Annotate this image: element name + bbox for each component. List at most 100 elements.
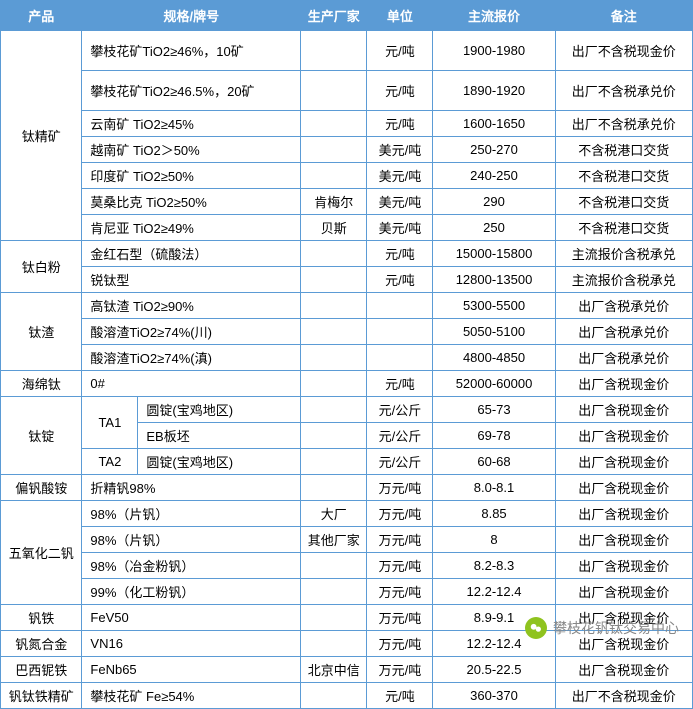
spec-cell: 99%（化工粉钒） [82,579,301,605]
table-row: 98%（片钒）其他厂家万元/吨8出厂含税现金价 [1,527,693,553]
product-cell: 巴西铌铁 [1,657,82,683]
price-cell: 20.5-22.5 [433,657,555,683]
table-row: 海绵钛0#元/吨52000-60000出厂含税现金价 [1,371,693,397]
price-cell: 15000-15800 [433,241,555,267]
spec-cell: 肯尼亚 TiO2≥49% [82,215,301,241]
table-row: 酸溶渣TiO2≥74%(滇)4800-4850出厂含税承兑价 [1,345,693,371]
price-cell: 8.85 [433,501,555,527]
spec-cell: 98%（冶金粉钒） [82,553,301,579]
price-cell: 69-78 [433,423,555,449]
mfr-cell [301,371,367,397]
spec-cell: 98%（片钒） [82,527,301,553]
table-row: 钒钛铁精矿攀枝花矿 Fe≥54%元/吨360-370出厂不含税现金价 [1,683,693,709]
product-cell: 偏钒酸铵 [1,475,82,501]
mfr-cell [301,293,367,319]
product-cell: 钒钛铁精矿 [1,683,82,709]
col-header: 产品 [1,1,82,31]
unit-cell: 万元/吨 [367,657,433,683]
note-cell: 出厂含税现金价 [555,371,692,397]
price-table: 产品规格/牌号生产厂家单位主流报价备注 钛精矿攀枝花矿TiO2≥46%，10矿元… [0,0,693,709]
col-header: 备注 [555,1,692,31]
table-row: 五氧化二钒98%（片钒）大厂万元/吨8.85出厂含税现金价 [1,501,693,527]
unit-cell [367,293,433,319]
spec-cell: 攀枝花矿TiO2≥46.5%，20矿 [82,71,301,111]
note-cell: 出厂含税现金价 [555,579,692,605]
mfr-cell [301,137,367,163]
mfr-cell: 肯梅尔 [301,189,367,215]
mfr-cell: 贝斯 [301,215,367,241]
note-cell: 出厂不含税现金价 [555,683,692,709]
product-cell: 五氧化二钒 [1,501,82,605]
note-cell: 出厂含税现金价 [555,423,692,449]
table-row: 巴西铌铁FeNb65北京中信万元/吨20.5-22.5出厂含税现金价 [1,657,693,683]
table-row: 肯尼亚 TiO2≥49%贝斯美元/吨250不含税港口交货 [1,215,693,241]
unit-cell: 万元/吨 [367,579,433,605]
price-cell: 65-73 [433,397,555,423]
unit-cell: 元/公斤 [367,397,433,423]
note-cell: 出厂含税现金价 [555,553,692,579]
mfr-cell: 大厂 [301,501,367,527]
product-cell: 海绵钛 [1,371,82,397]
unit-cell: 美元/吨 [367,163,433,189]
mfr-cell: 北京中信 [301,657,367,683]
note-cell: 出厂含税现金价 [555,449,692,475]
table-row: TA2圆锭(宝鸡地区)元/公斤60-68出厂含税现金价 [1,449,693,475]
price-cell: 1600-1650 [433,111,555,137]
unit-cell: 美元/吨 [367,215,433,241]
unit-cell [367,345,433,371]
spec-sub-b: 圆锭(宝鸡地区) [138,397,301,423]
mfr-cell [301,111,367,137]
unit-cell: 元/吨 [367,241,433,267]
note-cell: 出厂不含税现金价 [555,31,692,71]
product-cell: 钛精矿 [1,31,82,241]
unit-cell: 元/吨 [367,71,433,111]
price-cell: 290 [433,189,555,215]
table-row: 钛白粉金红石型（硫酸法）元/吨15000-15800主流报价含税承兑 [1,241,693,267]
spec-cell: VN16 [82,631,301,657]
spec-sub-a: TA2 [82,449,138,475]
price-cell: 12800-13500 [433,267,555,293]
spec-cell: 折精钒98% [82,475,301,501]
mfr-cell: 其他厂家 [301,527,367,553]
spec-cell: 金红石型（硫酸法） [82,241,301,267]
note-cell: 不含税港口交货 [555,189,692,215]
spec-cell: FeNb65 [82,657,301,683]
spec-cell: 攀枝花矿 Fe≥54% [82,683,301,709]
unit-cell: 元/公斤 [367,423,433,449]
price-cell: 250 [433,215,555,241]
mfr-cell [301,397,367,423]
note-cell: 主流报价含税承兑 [555,241,692,267]
spec-cell: 酸溶渣TiO2≥74%(滇) [82,345,301,371]
mfr-cell [301,319,367,345]
wechat-icon [525,617,547,639]
note-cell: 出厂不含税承兑价 [555,71,692,111]
price-cell: 8 [433,527,555,553]
spec-cell: 酸溶渣TiO2≥74%(川) [82,319,301,345]
spec-cell: 0# [82,371,301,397]
mfr-cell [301,241,367,267]
product-cell: 钒铁 [1,605,82,631]
unit-cell: 元/公斤 [367,449,433,475]
note-cell: 出厂含税承兑价 [555,319,692,345]
price-cell: 8.2-8.3 [433,553,555,579]
mfr-cell [301,579,367,605]
mfr-cell [301,267,367,293]
note-cell: 不含税港口交货 [555,163,692,189]
mfr-cell [301,605,367,631]
note-cell: 出厂不含税承兑价 [555,111,692,137]
table-row: 偏钒酸铵折精钒98%万元/吨8.0-8.1出厂含税现金价 [1,475,693,501]
note-cell: 出厂含税现金价 [555,475,692,501]
note-cell: 主流报价含税承兑 [555,267,692,293]
note-cell: 出厂含税现金价 [555,657,692,683]
note-cell: 出厂含税承兑价 [555,345,692,371]
price-cell: 52000-60000 [433,371,555,397]
mfr-cell [301,163,367,189]
table-header: 产品规格/牌号生产厂家单位主流报价备注 [1,1,693,31]
product-cell: 钛渣 [1,293,82,371]
unit-cell: 元/吨 [367,683,433,709]
unit-cell: 万元/吨 [367,475,433,501]
col-header: 单位 [367,1,433,31]
table-row: 酸溶渣TiO2≥74%(川)5050-5100出厂含税承兑价 [1,319,693,345]
col-header: 规格/牌号 [82,1,301,31]
spec-cell: 越南矿 TiO2＞50% [82,137,301,163]
